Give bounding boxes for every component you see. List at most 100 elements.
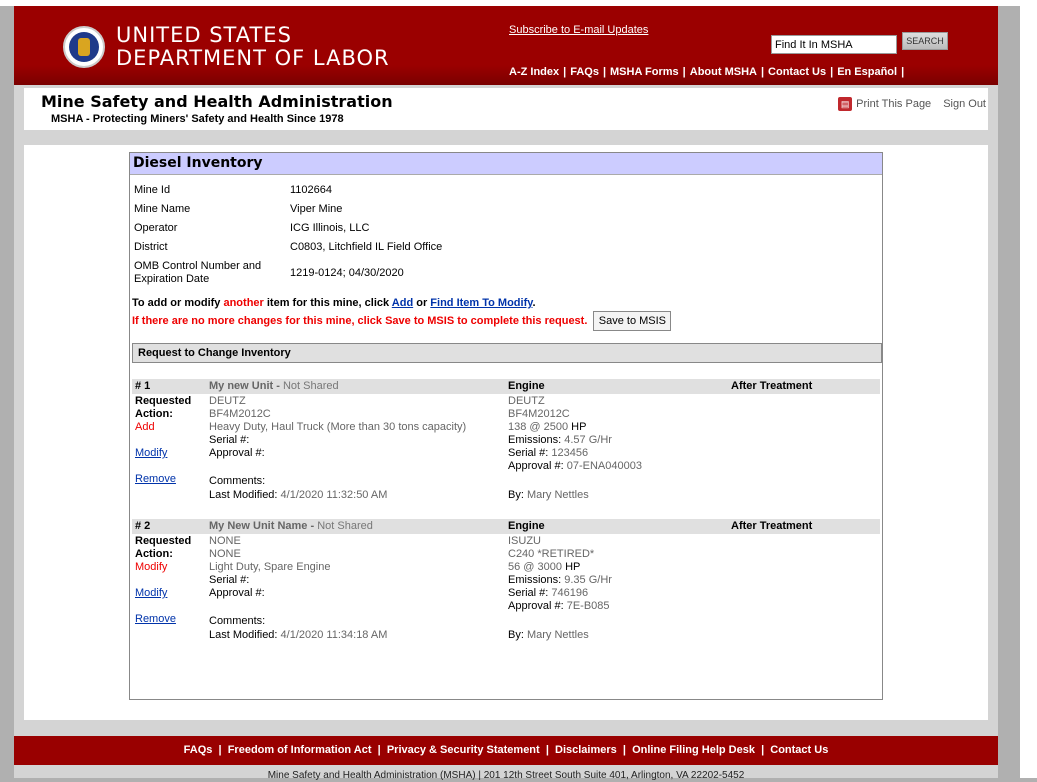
engine-approval-value: 7E-B085 bbox=[566, 600, 610, 612]
footer-faqs[interactable]: FAQs bbox=[183, 744, 213, 756]
by-label: By: bbox=[508, 629, 524, 641]
serial-label: Serial #: bbox=[209, 434, 250, 446]
nav-about-msha[interactable]: About MSHA bbox=[689, 66, 757, 78]
print-link[interactable]: ▤ Print This Page bbox=[838, 97, 931, 111]
engine-approval-value: 07-ENA040003 bbox=[566, 460, 642, 472]
field-label: Operator bbox=[134, 222, 178, 234]
field-value: 1102664 bbox=[290, 184, 333, 196]
page: UNITED STATES DEPARTMENT OF LABOR Subscri… bbox=[14, 6, 998, 781]
dept-line1: UNITED STATES bbox=[116, 23, 292, 47]
requested-label: Requested bbox=[135, 395, 192, 407]
inventory-item: # 2 My New Unit Name - Not Shared Engine… bbox=[132, 519, 880, 649]
by-value: Mary Nettles bbox=[526, 629, 589, 641]
item-number: # 2 bbox=[135, 520, 151, 532]
item-header: # 1 My new Unit - Not Shared Engine Afte… bbox=[132, 379, 880, 394]
by-value: Mary Nettles bbox=[526, 489, 589, 501]
find-item-link[interactable]: Find Item To Modify bbox=[430, 297, 533, 309]
mine-info: Mine Id 1102664 Mine Name Viper Mine Opera… bbox=[134, 181, 442, 289]
engine-serial-value: 746196 bbox=[551, 587, 589, 599]
tagline: MSHA - Protecting Miners' Safety and Hea… bbox=[51, 113, 344, 125]
page-tools: ▤ Print This Page Sign Out bbox=[838, 97, 986, 111]
modify-link[interactable]: Modify bbox=[135, 587, 168, 599]
subheader: Mine Safety and Health Administration MS… bbox=[24, 88, 988, 130]
field-label: District bbox=[134, 241, 168, 253]
save-row: If there are no more changes for this mi… bbox=[132, 311, 672, 331]
action-label: Action: bbox=[135, 408, 173, 420]
action-value: Modify bbox=[135, 561, 168, 573]
remove-link[interactable]: Remove bbox=[135, 473, 176, 485]
right-strip bbox=[1020, 0, 1037, 778]
agency-title: Mine Safety and Health Administration bbox=[41, 92, 393, 111]
by-label: By: bbox=[508, 489, 524, 501]
last-modified-value: 4/1/2020 11:34:18 AM bbox=[280, 629, 388, 641]
dol-logo[interactable]: UNITED STATES DEPARTMENT OF LABOR bbox=[116, 24, 390, 70]
search-input[interactable] bbox=[771, 35, 897, 54]
engine-approval-label: Approval #: bbox=[508, 460, 564, 472]
item-header: # 2 My New Unit Name - Not Shared Engine… bbox=[132, 519, 880, 534]
footer-contact[interactable]: Contact Us bbox=[770, 744, 829, 756]
subscribe-link[interactable]: Subscribe to E-mail Updates bbox=[509, 24, 649, 36]
unit-description: Light Duty, Spare Engine bbox=[209, 561, 331, 573]
serial-label: Serial #: bbox=[209, 574, 250, 586]
save-instruction: If there are no more changes for this mi… bbox=[132, 314, 588, 327]
engine-heading: Engine bbox=[508, 380, 545, 392]
engine-model: BF4M2012C bbox=[508, 408, 570, 420]
engine-make: ISUZU bbox=[508, 535, 541, 547]
shared-status: Not Shared bbox=[317, 520, 373, 532]
last-modified-value: 4/1/2020 11:32:50 AM bbox=[280, 489, 388, 501]
panel-title: Diesel Inventory bbox=[130, 153, 882, 175]
field-label: Mine Id bbox=[134, 184, 171, 196]
inventory-item: # 1 My new Unit - Not Shared Engine Afte… bbox=[132, 379, 880, 509]
approval-label: Approval #: bbox=[209, 587, 265, 599]
nav-faqs[interactable]: FAQs bbox=[570, 66, 599, 78]
unit-make: NONE bbox=[209, 535, 241, 547]
header: UNITED STATES DEPARTMENT OF LABOR Subscri… bbox=[14, 6, 998, 85]
nav-msha-forms[interactable]: MSHA Forms bbox=[610, 66, 679, 78]
item-number: # 1 bbox=[135, 380, 151, 392]
hp-unit: HP bbox=[571, 421, 587, 433]
top-strip bbox=[0, 0, 1037, 6]
last-modified-label: Last Modified: bbox=[209, 629, 278, 641]
emissions-label: Emissions: bbox=[508, 574, 562, 586]
printer-icon: ▤ bbox=[838, 97, 853, 111]
field-value: C0803, Litchfield IL Field Office bbox=[290, 241, 443, 253]
add-link[interactable]: Add bbox=[391, 297, 414, 309]
shared-status: Not Shared bbox=[282, 380, 339, 392]
footer: FAQs | Freedom of Information Act | Priv… bbox=[14, 736, 998, 765]
sign-out-link[interactable]: Sign Out bbox=[943, 98, 986, 110]
hp-unit: HP bbox=[565, 561, 581, 573]
emissions-label: Emissions: bbox=[508, 434, 562, 446]
emissions-value: 4.57 G/Hr bbox=[564, 434, 612, 446]
modify-link[interactable]: Modify bbox=[135, 447, 168, 459]
engine-hp: 56 @ 3000 bbox=[508, 561, 562, 573]
field-value: Viper Mine bbox=[290, 203, 343, 215]
field-value: ICG Illinois, LLC bbox=[290, 222, 370, 234]
instruction-text: To add or modify another item for this m… bbox=[132, 297, 536, 309]
engine-serial-label: Serial #: bbox=[508, 587, 549, 599]
remove-link[interactable]: Remove bbox=[135, 613, 176, 625]
footer-privacy[interactable]: Privacy & Security Statement bbox=[386, 744, 540, 756]
engine-serial-value: 123456 bbox=[551, 447, 589, 459]
unit-name: My New Unit Name - bbox=[209, 520, 315, 532]
unit-description: Heavy Duty, Haul Truck (More than 30 ton… bbox=[209, 421, 467, 433]
footer-foia[interactable]: Freedom of Information Act bbox=[227, 744, 372, 756]
emissions-value: 9.35 G/Hr bbox=[564, 574, 612, 586]
unit-model: BF4M2012C bbox=[209, 408, 271, 420]
comments-label: Comments: bbox=[209, 615, 266, 627]
content: Diesel Inventory Mine Id 1102664 Mine Nam… bbox=[24, 145, 988, 720]
nav-contact-us[interactable]: Contact Us bbox=[768, 66, 827, 78]
approval-label: Approval #: bbox=[209, 447, 265, 459]
footer-help-desk[interactable]: Online Filing Help Desk bbox=[632, 744, 755, 756]
dol-seal-icon bbox=[63, 26, 105, 68]
dept-line2: DEPARTMENT OF LABOR bbox=[116, 46, 390, 70]
footer-disclaimers[interactable]: Disclaimers bbox=[555, 744, 617, 756]
save-to-msis-button[interactable]: Save to MSIS bbox=[593, 311, 672, 331]
nav-az-index[interactable]: A-Z Index bbox=[509, 66, 560, 78]
search-button[interactable]: SEARCH bbox=[902, 32, 948, 50]
unit-name: My new Unit - bbox=[209, 380, 280, 392]
section-header: Request to Change Inventory bbox=[132, 343, 882, 363]
nav-espanol[interactable]: En Español bbox=[837, 66, 898, 78]
engine-serial-label: Serial #: bbox=[508, 447, 549, 459]
action-value: Add bbox=[135, 421, 155, 433]
unit-model: NONE bbox=[209, 548, 241, 560]
